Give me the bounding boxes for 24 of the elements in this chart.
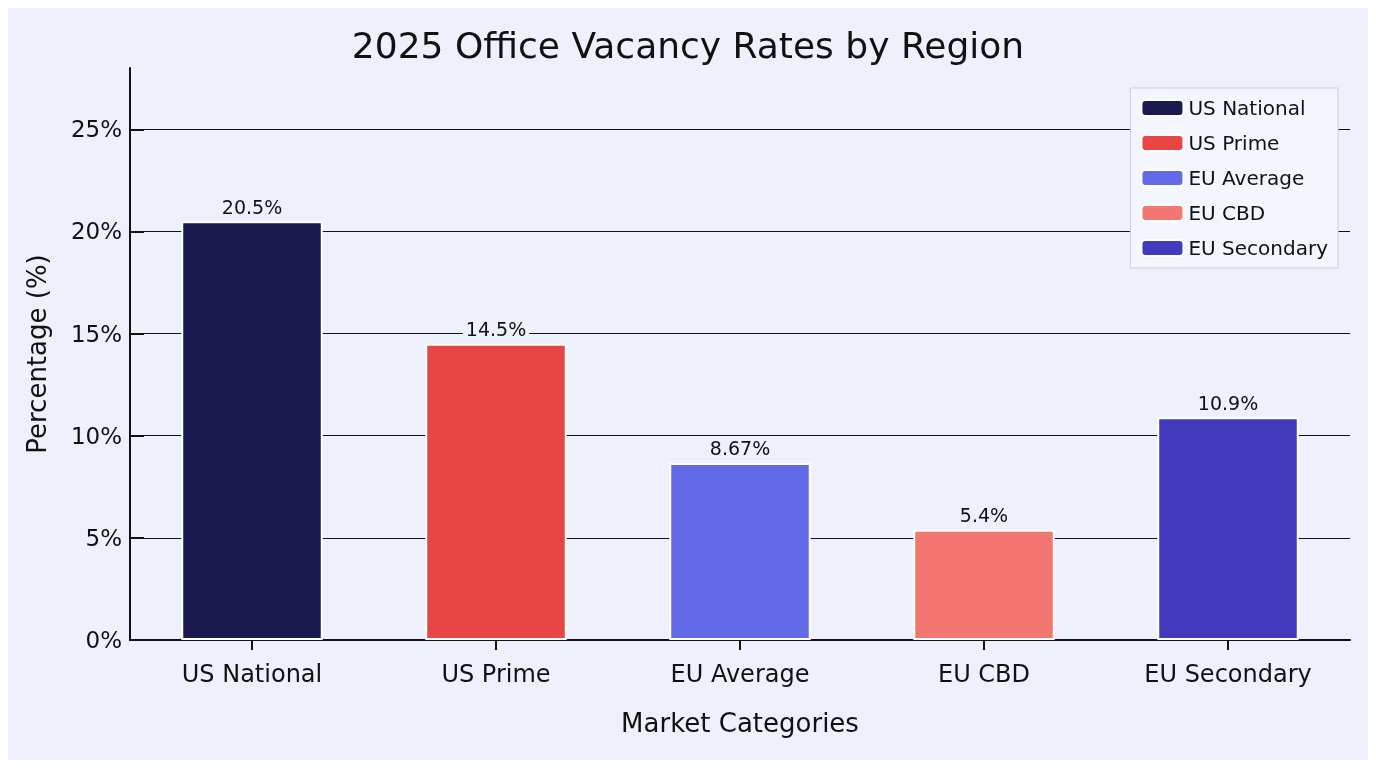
y-tick-label: 0% (85, 627, 122, 653)
data-label: 10.9% (1197, 391, 1259, 414)
x-axis-title: Market Categories (621, 708, 859, 738)
y-tick-label: 10% (70, 422, 122, 449)
data-label: 20.5% (221, 195, 283, 218)
legend-label: EU Average (1188, 166, 1305, 190)
data-label: 8.67% (709, 437, 771, 460)
x-tick-label: EU Average (670, 660, 810, 688)
legend-label: US Prime (1188, 131, 1280, 155)
x-tick-label: EU CBD (937, 660, 1031, 688)
legend-label: EU Secondary (1188, 236, 1329, 260)
y-axis-title: Percentage (%) (22, 254, 52, 454)
legend-label: EU CBD (1188, 201, 1266, 225)
y-tick-label: 20% (70, 218, 122, 245)
x-tick-label: US National (181, 660, 323, 688)
data-label: 5.4% (959, 504, 1009, 527)
x-tick-label: US Prime (441, 660, 551, 688)
y-tick-label: 25% (70, 116, 122, 143)
y-tick-label: 5% (85, 524, 122, 551)
y-tick-label: 15% (70, 320, 122, 347)
legend-label: US National (1188, 96, 1306, 120)
data-label: 14.5% (465, 318, 527, 341)
x-tick-label: EU Secondary (1144, 660, 1312, 688)
chart-title: 2025 Office Vacancy Rates by Region (351, 24, 1025, 66)
